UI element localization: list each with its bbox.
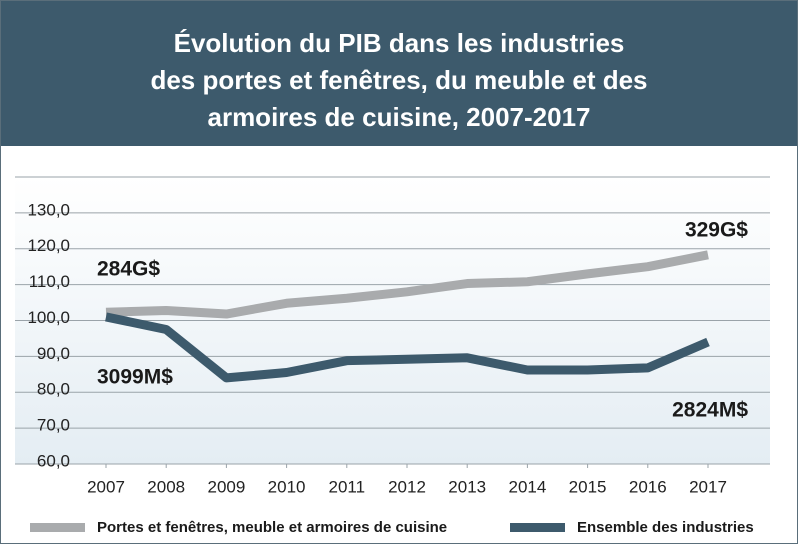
y-tick-label: 120,0 [27,236,70,255]
x-tick-label: 2012 [388,477,426,496]
annotation: 284G$ [97,258,160,281]
y-tick-label: 110,0 [29,272,70,291]
x-tick-label: 2011 [329,477,366,496]
x-tick-label: 2007 [87,477,125,496]
y-tick-label: 130,0 [27,200,70,219]
x-tick-label: 2010 [268,477,306,496]
y-tick-label: 60,0 [37,451,70,470]
chart-title: armoires de cuisine, 2007-2017 [207,102,590,132]
y-tick-label: 80,0 [37,380,70,399]
x-tick-label: 2008 [147,477,185,496]
legend-swatch [510,523,565,532]
legend-label: Portes et fenêtres, meuble et armoires d… [97,519,447,536]
legend-swatch [30,523,85,532]
annotation: 2824M$ [672,399,748,422]
chart-title: Évolution du PIB dans les industries [174,28,625,58]
y-tick-label: 100,0 [27,308,70,327]
x-tick-label: 2016 [629,477,667,496]
annotation: 3099M$ [97,366,173,389]
title-banner [1,1,797,146]
x-tick-label: 2013 [448,477,486,496]
y-tick-label: 90,0 [37,344,70,363]
x-tick-label: 2014 [508,477,546,496]
line-series [105,250,709,319]
line-series [105,312,710,383]
y-tick-label: 70,0 [37,416,70,435]
legend-label: Ensemble des industries [577,519,754,536]
x-tick-label: 2009 [207,477,245,496]
x-tick-label: 2015 [569,477,607,496]
chart-title: des portes et fenêtres, du meuble et des [150,65,647,95]
annotation: 329G$ [685,219,748,242]
x-tick-label: 2017 [689,477,727,496]
